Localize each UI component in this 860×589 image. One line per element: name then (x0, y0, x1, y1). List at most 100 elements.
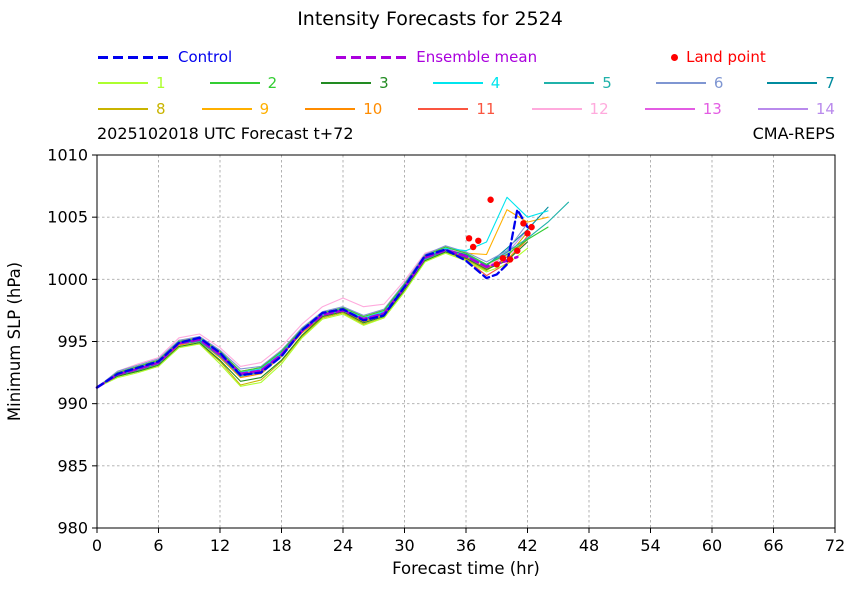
legend-line-sample (544, 82, 595, 84)
series-ensemble-mean (95, 248, 519, 389)
forecast-init-label: 2025102018 UTC Forecast t+72 (97, 123, 354, 143)
legend-item-label: 9 (259, 100, 270, 118)
legend-line-sample (98, 108, 148, 110)
legend-item-label: 1 (156, 74, 166, 92)
legend-item-label: 14 (815, 100, 835, 118)
legend-line-sample (432, 82, 483, 84)
x-tick-label: 12 (210, 536, 230, 555)
legend-item-label: 3 (379, 74, 389, 92)
x-tick-label: 48 (579, 536, 599, 555)
legend-dashed-line-sample (98, 55, 170, 59)
land-point-marker (493, 261, 500, 268)
legend-item-label: 13 (702, 100, 722, 118)
land-point-marker (514, 247, 521, 254)
land-point-marker (499, 254, 507, 262)
legend-item-ensemble-mean: Ensemble mean (336, 48, 537, 66)
legend-item-2: 2 (209, 74, 278, 92)
legend-item-11: 11 (418, 100, 495, 118)
legend-line-sample (655, 82, 706, 84)
land-point-marker (528, 223, 535, 231)
y-tick-label: 1010 (47, 146, 88, 165)
series-6 (96, 222, 529, 389)
legend-item-label: Ensemble mean (416, 48, 538, 66)
legend-item-land-point: Land point (641, 48, 766, 66)
legend-dot-sample (671, 53, 679, 61)
y-tick-label: 1005 (47, 208, 88, 227)
x-tick-label: 30 (394, 536, 414, 555)
legend-dashed-line-sample (336, 55, 409, 59)
x-tick-label: 60 (702, 536, 722, 555)
intensity-forecast-plot: 0 6 12 18 24 30 36 42 48 54 60 66 72 980 985 990 995 1000… (5, 146, 845, 579)
annotation-row: 2025102018 UTC Forecast t+72 CMA-REPS (0, 122, 860, 144)
x-tick-label: 18 (271, 536, 291, 555)
land-point-marker (465, 235, 473, 242)
land-point-marker (469, 243, 477, 251)
legend-row-members-8-14: 8 9 10 11 12 13 14 (0, 96, 860, 122)
legend-item-label: 11 (476, 100, 496, 118)
y-tick-label: 980 (57, 519, 88, 538)
legend-row-main: Control Ensemble mean Land point (0, 44, 860, 70)
legend-item-label: 10 (363, 100, 383, 118)
series-1 (96, 247, 529, 389)
legend-item-label: 7 (825, 74, 835, 92)
legend-item-6: 6 (655, 74, 724, 92)
series-12 (96, 241, 529, 389)
land-point-marker (475, 237, 482, 244)
legend-line-sample (98, 82, 148, 84)
legend-item-label: Control (178, 48, 233, 66)
x-axis-label: Forecast time (hr) (392, 559, 540, 578)
legend-item-8: 8 (98, 100, 166, 118)
x-tick-label: 72 (825, 536, 845, 555)
legend-item-label: 6 (713, 74, 724, 92)
legend-item-7: 7 (767, 74, 835, 92)
land-point-marker (487, 196, 494, 203)
x-tick-label: 36 (456, 536, 476, 555)
legend-line-sample (418, 108, 469, 110)
series-3 (96, 241, 529, 389)
x-tick-label: 66 (763, 536, 783, 555)
chart-title: Intensity Forecasts for 2524 (297, 8, 563, 30)
legend-item-5: 5 (544, 74, 612, 92)
y-axis-label: Minimum SLP (hPa) (5, 262, 24, 421)
legend-item-label: 5 (602, 74, 612, 92)
legend-line-sample (644, 108, 695, 110)
legend-item-4: 4 (432, 74, 501, 92)
legend-item-12: 12 (531, 100, 609, 118)
land-point-marker (506, 256, 514, 263)
x-tick-label: 42 (517, 536, 537, 555)
legend-item-label: Land point (686, 48, 766, 66)
legend-item-14: 14 (757, 100, 835, 118)
series-10 (96, 238, 529, 389)
model-name-label: CMA-REPS (752, 123, 835, 143)
legend-item-label: 2 (267, 74, 278, 92)
legend-line-sample (201, 108, 252, 110)
x-tick-label: 6 (153, 536, 163, 555)
y-tick-label: 990 (57, 394, 88, 413)
legend-item-label: 4 (490, 74, 501, 92)
legend-line-sample (531, 108, 582, 110)
x-tick-label: 54 (640, 536, 660, 555)
legend-line-sample (209, 82, 260, 84)
legend-line-sample (767, 82, 818, 84)
legend-item-9: 9 (201, 100, 270, 118)
legend-item-3: 3 (321, 74, 389, 92)
series-control (95, 208, 529, 389)
legend-item-control: Control (98, 48, 232, 66)
legend-item-label: 8 (156, 100, 166, 118)
legend-item-1: 1 (98, 74, 166, 92)
legend-item-label: 12 (589, 100, 609, 118)
legend-line-sample (305, 108, 356, 110)
legend-line-sample (757, 108, 808, 110)
x-tick-label: 0 (92, 536, 102, 555)
y-tick-label: 985 (57, 456, 88, 475)
legend-row-members-1-7: 1 2 3 4 5 6 7 (0, 70, 860, 96)
legend-line-sample (321, 82, 372, 84)
land-point-marker (520, 220, 527, 227)
legend-item-10: 10 (305, 100, 382, 118)
y-tick-label: 1000 (47, 270, 88, 289)
x-tick-label: 24 (333, 536, 353, 555)
y-tick-label: 995 (57, 332, 88, 351)
land-point-marker (524, 230, 531, 237)
